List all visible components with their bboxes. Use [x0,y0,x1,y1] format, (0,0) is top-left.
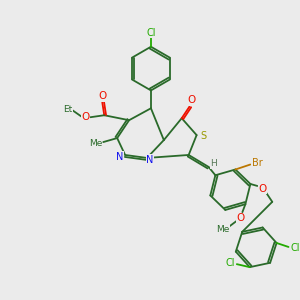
Text: H: H [210,159,217,168]
Text: O: O [236,213,244,223]
Text: O: O [98,92,106,101]
Text: O: O [258,184,266,194]
Text: Me: Me [216,224,229,233]
Text: N: N [116,152,124,162]
Text: N: N [146,155,154,165]
Text: Cl: Cl [291,243,300,253]
Text: S: S [200,131,207,141]
Text: O: O [81,112,89,122]
Text: Br: Br [252,158,262,167]
Text: Cl: Cl [225,258,235,268]
Text: O: O [188,95,196,105]
Text: Me: Me [88,139,102,148]
Text: Et: Et [63,105,72,114]
Text: Cl: Cl [146,28,156,38]
